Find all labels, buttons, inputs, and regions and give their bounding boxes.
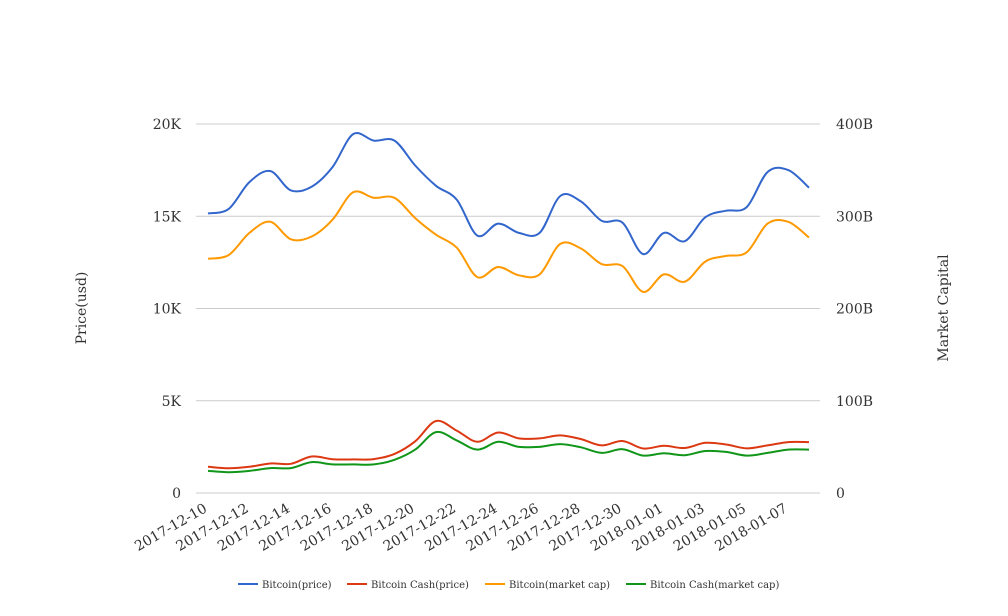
left-y-tick-label: 0 [172, 486, 181, 502]
series-line-bitcoin-market-cap [207, 190, 810, 293]
left-y-tick-label: 15K [153, 209, 182, 225]
gridlines [196, 123, 820, 494]
right-y-tick-label: 100B [836, 394, 873, 410]
left-y-tick-label: 20K [153, 117, 182, 133]
legend-label-bitcoin-cash-market-cap: Bitcoin Cash(market cap) [650, 580, 779, 591]
series-lines [207, 132, 810, 474]
right-y-tick-label: 400B [836, 117, 873, 133]
series-line-bitcoin-price [207, 132, 810, 256]
right-y-tick-label: 200B [836, 302, 873, 318]
right-y-tick-label: 0 [836, 486, 845, 502]
series-line-bitcoin-cash-market-cap [207, 430, 810, 474]
left-axis-title: Price(usd) [74, 272, 90, 345]
right-axis-title: Market Capital [936, 254, 952, 362]
legend-label-bitcoin-market-cap: Bitcoin(market cap) [509, 580, 610, 591]
right-y-tick-label: 300B [836, 209, 873, 225]
right-y-axis: 0 100B 200B 300B 400B [836, 117, 873, 502]
left-y-tick-label: 5K [162, 394, 182, 410]
legend-label-bitcoin-price: Bitcoin(price) [262, 580, 332, 591]
legend: Bitcoin(price) Bitcoin Cash(price) Bitcoin… [238, 580, 779, 591]
x-axis: 2017-12-102017-12-122017-12-142017-12-16… [132, 501, 790, 555]
legend-label-bitcoin-cash-price: Bitcoin Cash(price) [371, 580, 469, 591]
left-y-axis: 0 5K 10K 15K 20K [153, 117, 182, 502]
series-line-bitcoin-cash-price [207, 419, 810, 470]
left-y-tick-label: 10K [153, 302, 182, 318]
